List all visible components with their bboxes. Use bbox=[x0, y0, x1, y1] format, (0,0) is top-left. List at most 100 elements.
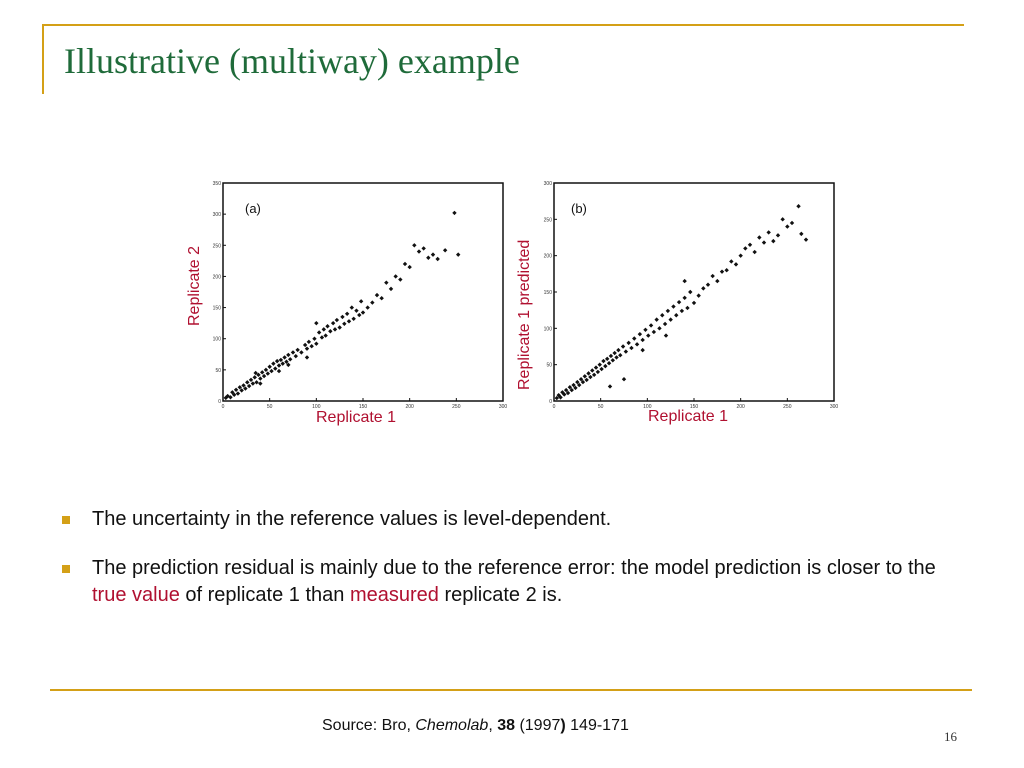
data-point bbox=[271, 361, 276, 366]
data-point bbox=[365, 305, 370, 310]
data-point bbox=[640, 337, 645, 343]
bullet-item: The prediction residual is mainly due to… bbox=[62, 555, 962, 609]
x-tick-label: 0 bbox=[222, 404, 225, 410]
data-point bbox=[278, 357, 284, 363]
data-point bbox=[626, 340, 631, 346]
y-tick-label: 0 bbox=[218, 399, 221, 405]
data-point bbox=[614, 355, 619, 360]
data-point bbox=[629, 345, 634, 351]
data-point bbox=[591, 372, 597, 378]
y-tick-label: 250 bbox=[213, 243, 222, 249]
footer-rule bbox=[50, 689, 972, 691]
data-point bbox=[601, 358, 606, 364]
data-point bbox=[384, 280, 389, 285]
data-point bbox=[747, 242, 753, 247]
data-point bbox=[351, 316, 356, 321]
data-point bbox=[696, 293, 701, 298]
data-point bbox=[330, 320, 336, 326]
data-point bbox=[710, 273, 715, 279]
data-point bbox=[785, 224, 790, 229]
x-tick-label: 300 bbox=[830, 404, 839, 410]
data-point bbox=[775, 233, 781, 238]
y-tick-label: 0 bbox=[549, 399, 552, 405]
data-point bbox=[314, 320, 319, 326]
data-point bbox=[586, 371, 591, 376]
y-tick-label: 100 bbox=[213, 337, 222, 343]
y-tick-label: 50 bbox=[546, 363, 552, 369]
data-point bbox=[651, 329, 657, 335]
data-point bbox=[328, 329, 333, 334]
y-tick-label: 300 bbox=[213, 212, 222, 218]
data-point bbox=[332, 327, 338, 332]
data-point bbox=[679, 308, 685, 314]
data-point bbox=[705, 282, 711, 287]
data-point bbox=[605, 356, 610, 362]
bullet-square-icon bbox=[62, 516, 70, 524]
data-point bbox=[398, 277, 403, 282]
y-axis-label-b: Replicate 1 predicted bbox=[516, 239, 533, 390]
data-point bbox=[582, 374, 587, 379]
data-point bbox=[771, 238, 776, 244]
data-point bbox=[558, 395, 563, 400]
data-point bbox=[349, 305, 354, 310]
data-point bbox=[766, 230, 771, 235]
data-point bbox=[595, 369, 601, 375]
data-point bbox=[253, 370, 258, 376]
data-point bbox=[306, 339, 312, 345]
data-point bbox=[354, 308, 359, 313]
data-point bbox=[344, 311, 350, 316]
data-point bbox=[258, 381, 263, 386]
data-point bbox=[312, 336, 317, 341]
data-point bbox=[761, 240, 767, 245]
x-tick-label: 150 bbox=[359, 404, 368, 410]
y-tick-label: 350 bbox=[213, 181, 222, 187]
data-point bbox=[276, 363, 282, 368]
data-point bbox=[293, 353, 298, 359]
data-point bbox=[799, 231, 804, 237]
data-point bbox=[682, 278, 687, 284]
data-point bbox=[646, 333, 651, 338]
data-point bbox=[273, 366, 278, 371]
y-tick-label: 300 bbox=[544, 181, 553, 187]
highlight-measured: measured bbox=[349, 584, 439, 606]
data-point bbox=[607, 384, 613, 389]
data-point bbox=[682, 295, 687, 301]
y-tick-label: 100 bbox=[544, 326, 553, 332]
data-point bbox=[241, 383, 246, 388]
data-point bbox=[640, 347, 645, 353]
header-rule-left bbox=[42, 24, 44, 94]
bullet-list: The uncertainty in the reference values … bbox=[62, 506, 962, 609]
data-point bbox=[388, 286, 394, 292]
data-point bbox=[407, 264, 412, 270]
source-sep: , bbox=[488, 717, 498, 734]
source-year: (1997 bbox=[515, 717, 561, 734]
data-point bbox=[752, 249, 757, 255]
data-point bbox=[421, 246, 426, 251]
x-tick-label: 50 bbox=[267, 404, 273, 410]
data-point bbox=[573, 385, 578, 391]
x-axis-label-a: Replicate 1 bbox=[316, 409, 397, 426]
y-tick-label: 200 bbox=[544, 254, 553, 260]
data-point bbox=[284, 359, 289, 364]
data-point bbox=[452, 210, 457, 216]
x-tick-label: 200 bbox=[405, 404, 414, 410]
source-pages: 149-171 bbox=[565, 717, 629, 734]
bullet-item: The uncertainty in the reference values … bbox=[62, 506, 962, 533]
data-point bbox=[603, 363, 608, 369]
data-point bbox=[282, 355, 287, 360]
data-point bbox=[780, 217, 785, 222]
data-point bbox=[233, 387, 239, 392]
y-tick-label: 200 bbox=[213, 274, 222, 280]
data-point bbox=[757, 235, 762, 240]
x-tick-label: 100 bbox=[312, 404, 321, 410]
data-point bbox=[299, 350, 304, 355]
data-point bbox=[599, 366, 604, 372]
source-journal: Chemolab bbox=[415, 717, 489, 734]
data-point bbox=[295, 347, 300, 353]
data-point bbox=[286, 362, 291, 368]
data-point bbox=[254, 380, 259, 385]
data-point bbox=[743, 246, 748, 251]
data-point bbox=[426, 255, 431, 260]
x-tick-label: 0 bbox=[553, 404, 556, 410]
scatter-plot-b: (b) 0 50 100 150 200 250 300 0 50 100 150 200 250 300 bbox=[544, 181, 839, 410]
